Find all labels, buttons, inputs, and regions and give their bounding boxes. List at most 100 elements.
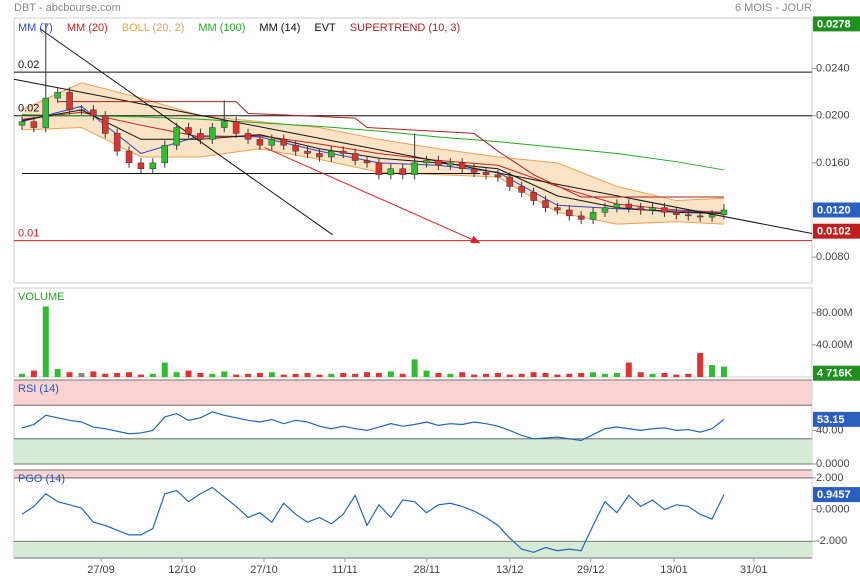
candle-body <box>339 150 347 154</box>
candle-body <box>494 174 502 178</box>
volume-bar <box>66 372 73 377</box>
volume-bar <box>102 373 109 377</box>
volume-bar <box>245 373 252 377</box>
volume-bar <box>506 374 513 377</box>
volume-bar <box>447 373 454 377</box>
legend-entry: SUPERTREND (10, 3) <box>350 22 460 34</box>
value-box <box>813 411 860 427</box>
candle-body <box>649 207 656 211</box>
volume-bar <box>578 372 585 377</box>
value-box-label: 0.0102 <box>817 226 851 238</box>
volume-bar <box>90 371 97 377</box>
x-tick-label: 12/10 <box>168 564 196 576</box>
candle-body <box>78 109 85 112</box>
legend-entry: MM (14) <box>259 22 300 34</box>
candle-body <box>292 144 299 152</box>
value-box <box>813 223 860 239</box>
volume-bar <box>316 374 323 377</box>
horizontal-line-label: 0.02 <box>18 103 39 115</box>
y-tick-label: 0.0000 <box>816 458 850 470</box>
volume-bar <box>54 368 61 377</box>
panel-title: VOLUME <box>18 291 64 303</box>
volume-bar <box>209 373 216 377</box>
candle-body <box>304 150 311 154</box>
candle-body <box>244 133 252 140</box>
candle-body <box>435 160 442 166</box>
legend-entry: MM (7) <box>18 22 53 34</box>
candle-body <box>42 97 50 128</box>
volume-bar <box>340 372 347 377</box>
volume-bar <box>161 362 168 377</box>
indicator-line <box>21 411 725 442</box>
candle-body <box>589 212 597 220</box>
value-box <box>813 202 860 218</box>
volume-bar <box>352 373 359 377</box>
volume-bar <box>459 372 466 377</box>
band <box>14 438 812 464</box>
y-tick-label: 80.00M <box>816 307 853 319</box>
candle-body <box>482 172 490 175</box>
volume-bar <box>435 372 442 377</box>
panel-title: RSI (14) <box>18 383 59 395</box>
candle-body <box>30 121 38 128</box>
candle-body <box>66 91 73 111</box>
y-tick-label: 40.00 <box>816 424 844 436</box>
x-tick-label: 13/12 <box>496 564 524 576</box>
candle-body <box>185 127 192 134</box>
candle-body <box>363 160 371 164</box>
candle-body <box>613 203 621 208</box>
legend-entry: EVT <box>314 22 336 34</box>
band <box>14 380 812 406</box>
arrow-line <box>264 147 481 244</box>
band <box>14 541 812 558</box>
candle-body <box>197 133 204 140</box>
candle-body <box>102 115 109 134</box>
volume-bar <box>709 364 716 377</box>
bollinger-upper <box>21 82 724 202</box>
x-tick-label: 11/11 <box>332 564 358 576</box>
volume-bar <box>185 370 192 377</box>
y-tick-label: 2.000 <box>816 472 844 484</box>
volume-bar <box>126 372 133 377</box>
volume-bar <box>530 372 537 377</box>
volume-bar <box>566 373 573 377</box>
candle-body <box>18 121 26 126</box>
volume-bar <box>423 370 430 377</box>
value-box-label: 4 716K <box>817 368 853 380</box>
volume-bar <box>494 372 501 377</box>
y-tick-label: 40.00M <box>816 339 853 351</box>
candle-body <box>90 109 97 117</box>
candle-body <box>399 168 406 175</box>
volume-bar <box>625 362 632 377</box>
volume-bar <box>78 372 85 377</box>
y-tick-label: 0.0240 <box>816 63 850 75</box>
legend-entry: BOLL (20, 2) <box>122 22 185 34</box>
y-tick-label: 0.0080 <box>816 251 850 263</box>
volume-bar <box>256 372 263 377</box>
candle-body <box>149 162 157 170</box>
page-title: DBT - abcbourse.com <box>14 2 121 14</box>
value-box <box>813 487 860 503</box>
candle-body <box>232 121 240 134</box>
volume-bar <box>542 372 549 377</box>
candle-body <box>161 144 168 164</box>
volume-bar <box>399 373 406 377</box>
candle-body <box>470 168 478 173</box>
band <box>14 470 812 478</box>
volume-bar <box>697 352 704 377</box>
value-box <box>813 16 860 32</box>
volume-bar <box>387 371 394 377</box>
panel-title: PGO (14) <box>18 473 65 485</box>
value-box-label: 0.9457 <box>817 489 851 501</box>
volume-bar <box>637 372 644 377</box>
y-tick-label: 0.0000 <box>816 503 850 515</box>
period: 6 MOIS - JOUR <box>735 2 812 14</box>
volume-bar <box>661 372 668 377</box>
value-box-label: 0.0278 <box>817 18 851 30</box>
candle-body <box>673 212 680 215</box>
candle-body <box>328 150 335 158</box>
volume-bar <box>471 374 478 377</box>
volume-bar <box>411 359 418 377</box>
volume-bar <box>554 374 561 377</box>
